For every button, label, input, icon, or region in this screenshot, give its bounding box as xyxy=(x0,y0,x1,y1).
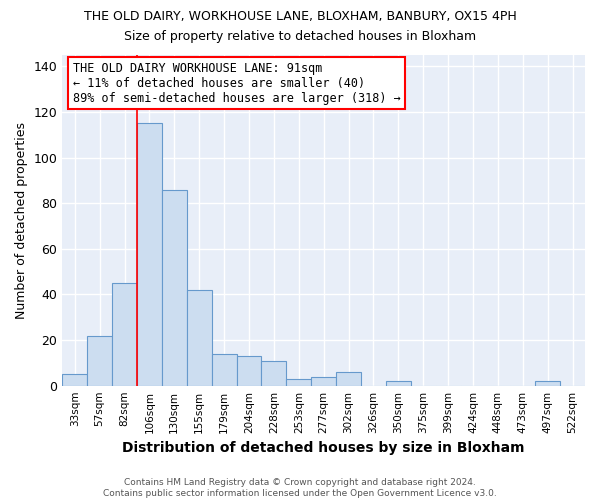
Y-axis label: Number of detached properties: Number of detached properties xyxy=(15,122,28,319)
Bar xyxy=(311,376,336,386)
Bar xyxy=(262,360,286,386)
Text: Contains HM Land Registry data © Crown copyright and database right 2024.
Contai: Contains HM Land Registry data © Crown c… xyxy=(103,478,497,498)
Bar xyxy=(336,372,361,386)
Text: Size of property relative to detached houses in Bloxham: Size of property relative to detached ho… xyxy=(124,30,476,43)
Bar xyxy=(162,190,187,386)
Bar xyxy=(112,283,137,386)
Bar xyxy=(212,354,236,386)
X-axis label: Distribution of detached houses by size in Bloxham: Distribution of detached houses by size … xyxy=(122,441,525,455)
Bar xyxy=(62,374,87,386)
Bar xyxy=(87,336,112,386)
Text: THE OLD DAIRY WORKHOUSE LANE: 91sqm
← 11% of detached houses are smaller (40)
89: THE OLD DAIRY WORKHOUSE LANE: 91sqm ← 11… xyxy=(73,62,400,104)
Bar xyxy=(187,290,212,386)
Bar xyxy=(386,381,411,386)
Bar xyxy=(286,379,311,386)
Bar xyxy=(236,356,262,386)
Bar xyxy=(535,381,560,386)
Text: THE OLD DAIRY, WORKHOUSE LANE, BLOXHAM, BANBURY, OX15 4PH: THE OLD DAIRY, WORKHOUSE LANE, BLOXHAM, … xyxy=(83,10,517,23)
Bar xyxy=(137,124,162,386)
